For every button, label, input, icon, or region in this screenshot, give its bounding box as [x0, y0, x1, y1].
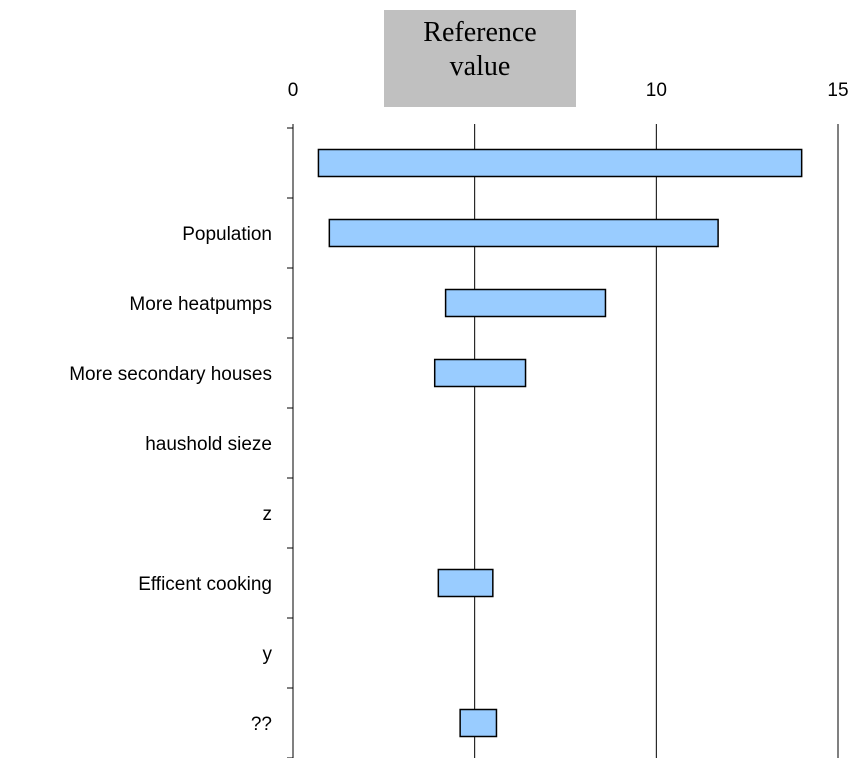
reference-value-label: Reference value: [384, 16, 576, 84]
category-label-3: More secondary houses: [69, 364, 272, 385]
bar-8: [459, 708, 498, 738]
category-label-1: Population: [182, 224, 272, 245]
category-label-8: ??: [251, 714, 272, 735]
category-label-5: z: [263, 504, 273, 525]
reference-value-box: [384, 10, 576, 107]
category-label-6: Efficent cooking: [138, 574, 272, 595]
category-label-4: haushold sieze: [145, 434, 272, 455]
x-tick-label-1: 10: [646, 80, 667, 101]
x-tick-label-0: 0: [288, 80, 299, 101]
bar-0: [317, 148, 803, 178]
category-label-2: More heatpumps: [129, 294, 272, 315]
bar-3: [433, 358, 527, 388]
bar-1: [328, 218, 719, 248]
category-label-7: y: [263, 644, 273, 665]
bar-6: [437, 568, 494, 598]
reference-value-line-1: Reference: [423, 17, 537, 48]
x-tick-label-2: 15: [827, 80, 848, 101]
reference-value-line-2: value: [449, 51, 511, 82]
bar-2: [444, 288, 607, 318]
